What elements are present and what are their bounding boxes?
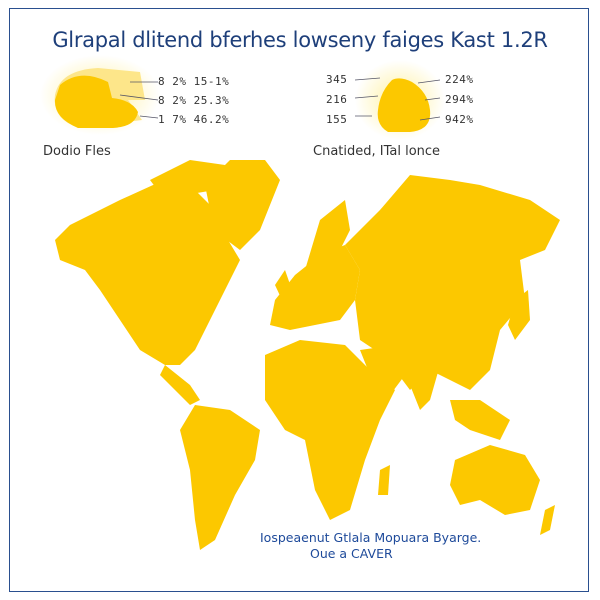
europe xyxy=(270,245,360,330)
india xyxy=(410,360,440,410)
madagascar xyxy=(378,465,390,495)
legend-right-blob xyxy=(354,60,445,140)
world-map xyxy=(55,160,560,550)
footer-line-1: Iospeaenut Gtlala Mopuara Byarge. xyxy=(260,530,482,545)
scandinavia xyxy=(305,200,350,270)
page-title: Glrapal dlitend bferhes lowseny faiges K… xyxy=(52,28,548,52)
legend-right-percent: 224% xyxy=(445,73,474,86)
africa xyxy=(265,340,395,520)
asia xyxy=(345,175,560,390)
legend-left-blob xyxy=(40,55,160,135)
legend-left-caption: Dodio Fles xyxy=(43,144,111,159)
new-zealand xyxy=(540,505,555,535)
legend-right-value: 345 xyxy=(326,73,348,86)
infographic-frame xyxy=(9,8,589,592)
legend-right-percent: 942% xyxy=(445,113,474,126)
south-america xyxy=(180,405,260,550)
greenland xyxy=(205,160,280,250)
australia xyxy=(450,445,540,515)
uk xyxy=(275,270,292,300)
central-america xyxy=(160,365,200,405)
north-america xyxy=(55,175,240,365)
southeast-asia xyxy=(450,400,510,440)
arabia xyxy=(360,345,405,395)
legend-left-row: 1 7% 46.2% xyxy=(158,113,230,126)
japan xyxy=(508,290,530,340)
legend-left-row: 8 2% 25.3% xyxy=(158,94,230,107)
legend-right-caption: Cnatided, ITal lonce xyxy=(313,144,441,159)
legend-right-value: 155 xyxy=(326,113,348,126)
legend-right-percent: 294% xyxy=(445,93,474,106)
legend-right-value: 216 xyxy=(326,93,348,106)
footer-line-2: Oue a CAVER xyxy=(310,546,393,561)
legend-left-row: 8 2% 15-1% xyxy=(158,75,230,88)
